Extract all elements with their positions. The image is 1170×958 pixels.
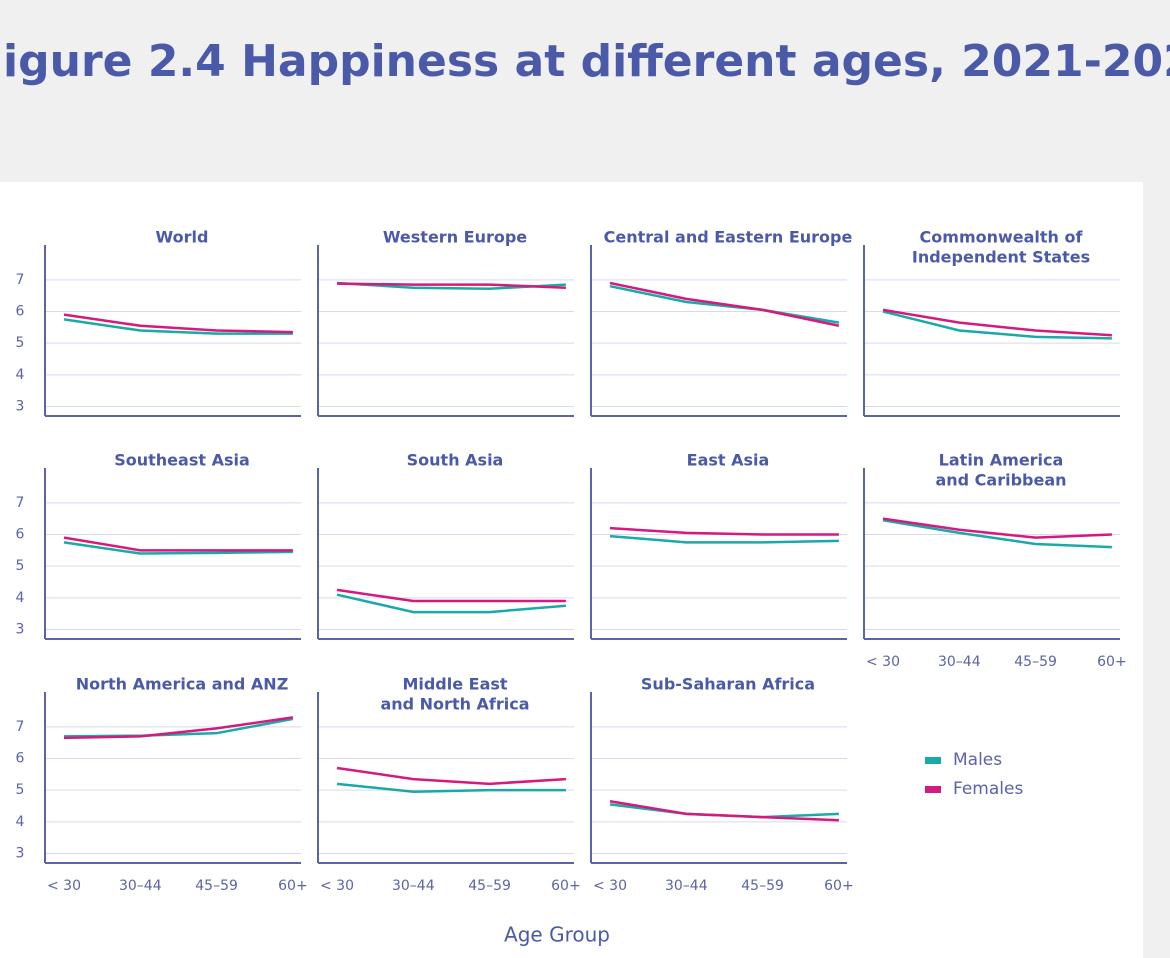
panel-title: and Caribbean [935,471,1066,490]
panel-title: North America and ANZ [76,675,289,694]
y-tick-label: 6 [16,304,25,320]
series-line [609,800,839,822]
panel-title: Latin America [939,451,1064,470]
y-tick-label: 3 [16,622,25,638]
series-line [63,318,293,335]
legend-swatch [925,757,941,764]
panel-title: Southeast Asia [114,451,250,470]
y-tick-label: 5 [16,782,25,798]
series-line [882,517,1112,539]
series-line [882,308,1112,337]
x-tick-label: 60+ [824,878,854,894]
panel-title: Central and Eastern Europe [604,228,853,247]
legend-swatch [925,786,941,793]
x-tick-label: 30–44 [665,878,708,894]
legend-label: Females [953,779,1023,799]
y-tick-label: 4 [16,814,25,830]
x-tick-label: 45–59 [1014,654,1057,670]
y-tick-label: 7 [16,719,25,735]
panel-background [0,182,1143,958]
y-tick-label: 4 [16,590,25,606]
panel-title: South Asia [407,451,504,470]
x-tick-label: 60+ [278,878,308,894]
figure-title: Figure 2.4 Happiness at different ages, … [0,36,1170,87]
panel-title: Commonwealth of [920,228,1084,247]
series-line [609,526,839,536]
series-line [63,536,293,552]
x-tick-label: < 30 [320,878,354,894]
series-line [609,284,840,324]
y-tick-label: 4 [16,367,25,383]
x-tick-label: 45–59 [195,878,238,894]
y-tick-label: 7 [16,495,25,511]
x-tick-label: < 30 [593,878,627,894]
x-tick-label: 30–44 [938,654,981,670]
y-tick-label: 7 [16,272,25,288]
series-line [882,310,1112,340]
y-tick-label: 3 [16,846,25,862]
x-axis-title: Age Group [504,923,610,947]
series-line [63,541,293,555]
panel-title: World [156,228,209,247]
series-line [336,588,566,603]
series-line [336,593,567,614]
x-tick-label: 60+ [551,878,581,894]
series-line [63,313,293,334]
y-tick-label: 3 [16,399,25,415]
series-line [63,716,294,740]
panel-title: and North Africa [380,695,529,714]
x-tick-label: 30–44 [392,878,435,894]
x-tick-label: < 30 [866,654,900,670]
panel-title: Middle East [402,675,507,694]
series-line [609,281,840,327]
y-tick-label: 5 [16,335,25,351]
legend-label: Males [953,750,1002,770]
x-tick-label: 30–44 [119,878,162,894]
y-tick-label: 6 [16,527,25,543]
series-line [336,782,566,794]
y-tick-label: 5 [16,558,25,574]
x-tick-label: < 30 [47,878,81,894]
panel-title: Independent States [912,248,1090,267]
x-tick-label: 45–59 [468,878,511,894]
panel-title: East Asia [687,451,770,470]
panel-title: Western Europe [383,228,527,247]
x-tick-label: 45–59 [741,878,784,894]
x-tick-label: 60+ [1097,654,1127,670]
series-line [336,282,566,289]
y-tick-label: 6 [16,751,25,767]
series-line [609,534,839,544]
series-line [882,519,1112,549]
panel-title: Sub-Saharan Africa [641,675,815,694]
series-line [336,766,566,786]
